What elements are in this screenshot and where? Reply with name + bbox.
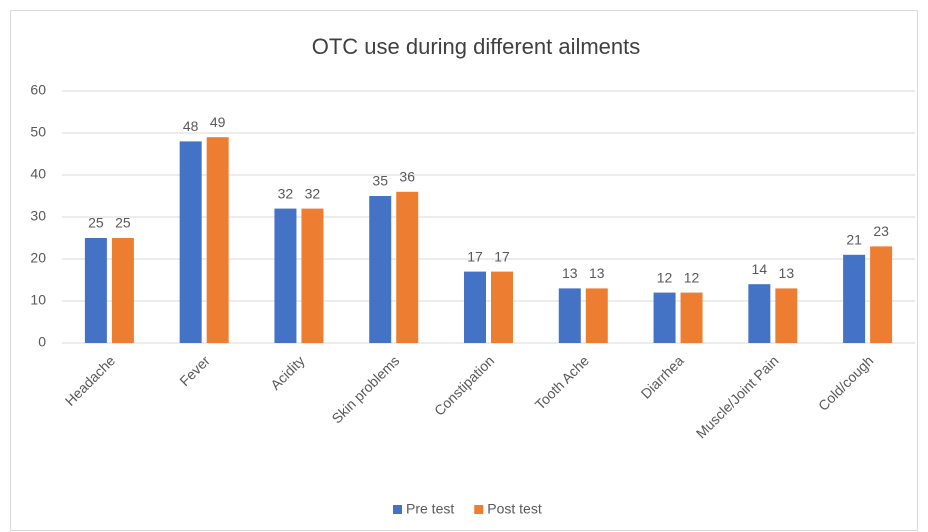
data-label: 32 <box>278 185 294 201</box>
bar <box>274 208 297 343</box>
bar <box>179 141 202 343</box>
data-label: 13 <box>779 265 795 281</box>
bar <box>680 292 703 343</box>
legend-swatch <box>393 505 402 514</box>
bar <box>870 246 893 343</box>
bar <box>84 238 107 343</box>
data-label: 25 <box>115 215 131 231</box>
data-label: 25 <box>88 215 104 231</box>
bar <box>301 208 324 343</box>
data-label: 21 <box>846 232 862 248</box>
chart-title: OTC use during different ailments <box>312 34 641 59</box>
bar <box>748 284 771 343</box>
y-tick-label: 0 <box>38 334 46 350</box>
y-tick-label: 10 <box>30 292 46 308</box>
bar <box>585 288 608 343</box>
data-label: 49 <box>210 114 226 130</box>
bar <box>111 238 134 343</box>
y-tick-label: 60 <box>30 82 46 98</box>
bar <box>369 196 392 343</box>
legend-label: Pre test <box>406 501 454 517</box>
bar <box>491 271 513 343</box>
data-label: 32 <box>305 185 321 201</box>
bar <box>775 288 798 343</box>
bar <box>206 137 229 343</box>
bar <box>464 271 486 343</box>
chart-frame <box>10 10 918 531</box>
data-label: 17 <box>467 248 483 264</box>
data-label: 12 <box>684 269 700 285</box>
data-label: 35 <box>372 173 388 189</box>
y-tick-label: 30 <box>30 208 46 224</box>
data-label: 14 <box>752 261 768 277</box>
bar <box>843 254 866 343</box>
legend-swatch <box>474 505 484 514</box>
legend-label: Post test <box>487 501 542 517</box>
data-label: 17 <box>494 248 510 264</box>
data-label: 23 <box>873 223 889 239</box>
y-tick-label: 40 <box>30 166 46 182</box>
bar <box>396 191 419 343</box>
data-label: 36 <box>399 169 415 185</box>
data-label: 12 <box>657 269 673 285</box>
bar <box>558 288 581 343</box>
y-tick-label: 20 <box>30 250 46 266</box>
data-label: 13 <box>562 265 578 281</box>
data-label: 13 <box>589 265 605 281</box>
data-label: 48 <box>183 118 199 134</box>
y-tick-label: 50 <box>30 124 46 140</box>
bar <box>653 292 676 343</box>
